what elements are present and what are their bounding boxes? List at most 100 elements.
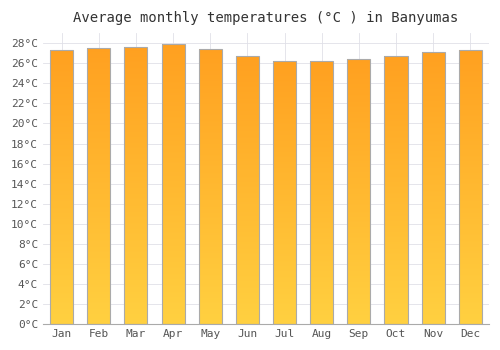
Bar [459, 258, 482, 260]
Bar [348, 142, 370, 144]
Bar [236, 233, 259, 234]
Bar [384, 229, 407, 230]
Bar [310, 112, 333, 114]
Bar [348, 229, 370, 230]
Bar [50, 239, 73, 240]
Bar [236, 178, 259, 180]
Bar [87, 226, 110, 228]
Bar [459, 65, 482, 67]
Bar [87, 153, 110, 154]
Bar [50, 167, 73, 168]
Bar [384, 182, 407, 183]
Bar [87, 48, 110, 50]
Bar [348, 239, 370, 241]
Bar [50, 69, 73, 71]
Bar [273, 240, 296, 241]
Bar [50, 316, 73, 317]
Bar [273, 169, 296, 170]
Bar [236, 274, 259, 276]
Bar [162, 285, 184, 286]
Bar [87, 274, 110, 276]
Bar [236, 269, 259, 271]
Bar [384, 288, 407, 289]
Bar [384, 163, 407, 165]
Bar [124, 273, 148, 274]
Bar [198, 125, 222, 126]
Bar [348, 113, 370, 115]
Bar [384, 71, 407, 72]
Bar [50, 98, 73, 99]
Bar [236, 294, 259, 296]
Bar [273, 162, 296, 164]
Bar [198, 299, 222, 301]
Bar [50, 119, 73, 120]
Bar [236, 297, 259, 299]
Bar [348, 130, 370, 131]
Bar [459, 202, 482, 204]
Bar [384, 199, 407, 201]
Bar [422, 278, 444, 279]
Bar [348, 132, 370, 133]
Bar [273, 78, 296, 80]
Bar [162, 248, 184, 250]
Bar [459, 136, 482, 138]
Bar [459, 235, 482, 237]
Bar [198, 243, 222, 244]
Bar [198, 215, 222, 217]
Bar [273, 131, 296, 132]
Bar [162, 103, 184, 104]
Bar [50, 140, 73, 142]
Bar [124, 173, 148, 175]
Bar [310, 317, 333, 319]
Bar [236, 56, 259, 324]
Bar [384, 213, 407, 214]
Bar [384, 286, 407, 288]
Bar [198, 57, 222, 59]
Bar [384, 246, 407, 248]
Bar [422, 52, 444, 54]
Bar [198, 280, 222, 281]
Bar [310, 156, 333, 157]
Bar [384, 244, 407, 245]
Bar [273, 291, 296, 293]
Bar [198, 167, 222, 169]
Bar [459, 116, 482, 117]
Bar [198, 166, 222, 167]
Bar [124, 82, 148, 83]
Bar [50, 51, 73, 53]
Bar [348, 209, 370, 210]
Bar [198, 219, 222, 221]
Bar [87, 132, 110, 134]
Bar [198, 302, 222, 303]
Bar [422, 63, 444, 64]
Bar [422, 143, 444, 145]
Bar [50, 101, 73, 102]
Bar [50, 180, 73, 182]
Bar [422, 72, 444, 74]
Bar [50, 243, 73, 245]
Bar [459, 283, 482, 284]
Bar [459, 256, 482, 257]
Bar [384, 299, 407, 300]
Bar [422, 181, 444, 183]
Bar [310, 183, 333, 185]
Bar [384, 158, 407, 159]
Bar [50, 305, 73, 306]
Bar [459, 123, 482, 124]
Bar [198, 53, 222, 55]
Bar [236, 241, 259, 242]
Bar [273, 84, 296, 85]
Bar [459, 286, 482, 287]
Bar [310, 323, 333, 324]
Bar [124, 208, 148, 209]
Bar [87, 135, 110, 136]
Bar [198, 140, 222, 141]
Bar [50, 58, 73, 60]
Bar [236, 187, 259, 189]
Bar [459, 266, 482, 268]
Bar [198, 262, 222, 264]
Bar [50, 127, 73, 128]
Bar [310, 202, 333, 203]
Bar [50, 228, 73, 230]
Bar [198, 305, 222, 306]
